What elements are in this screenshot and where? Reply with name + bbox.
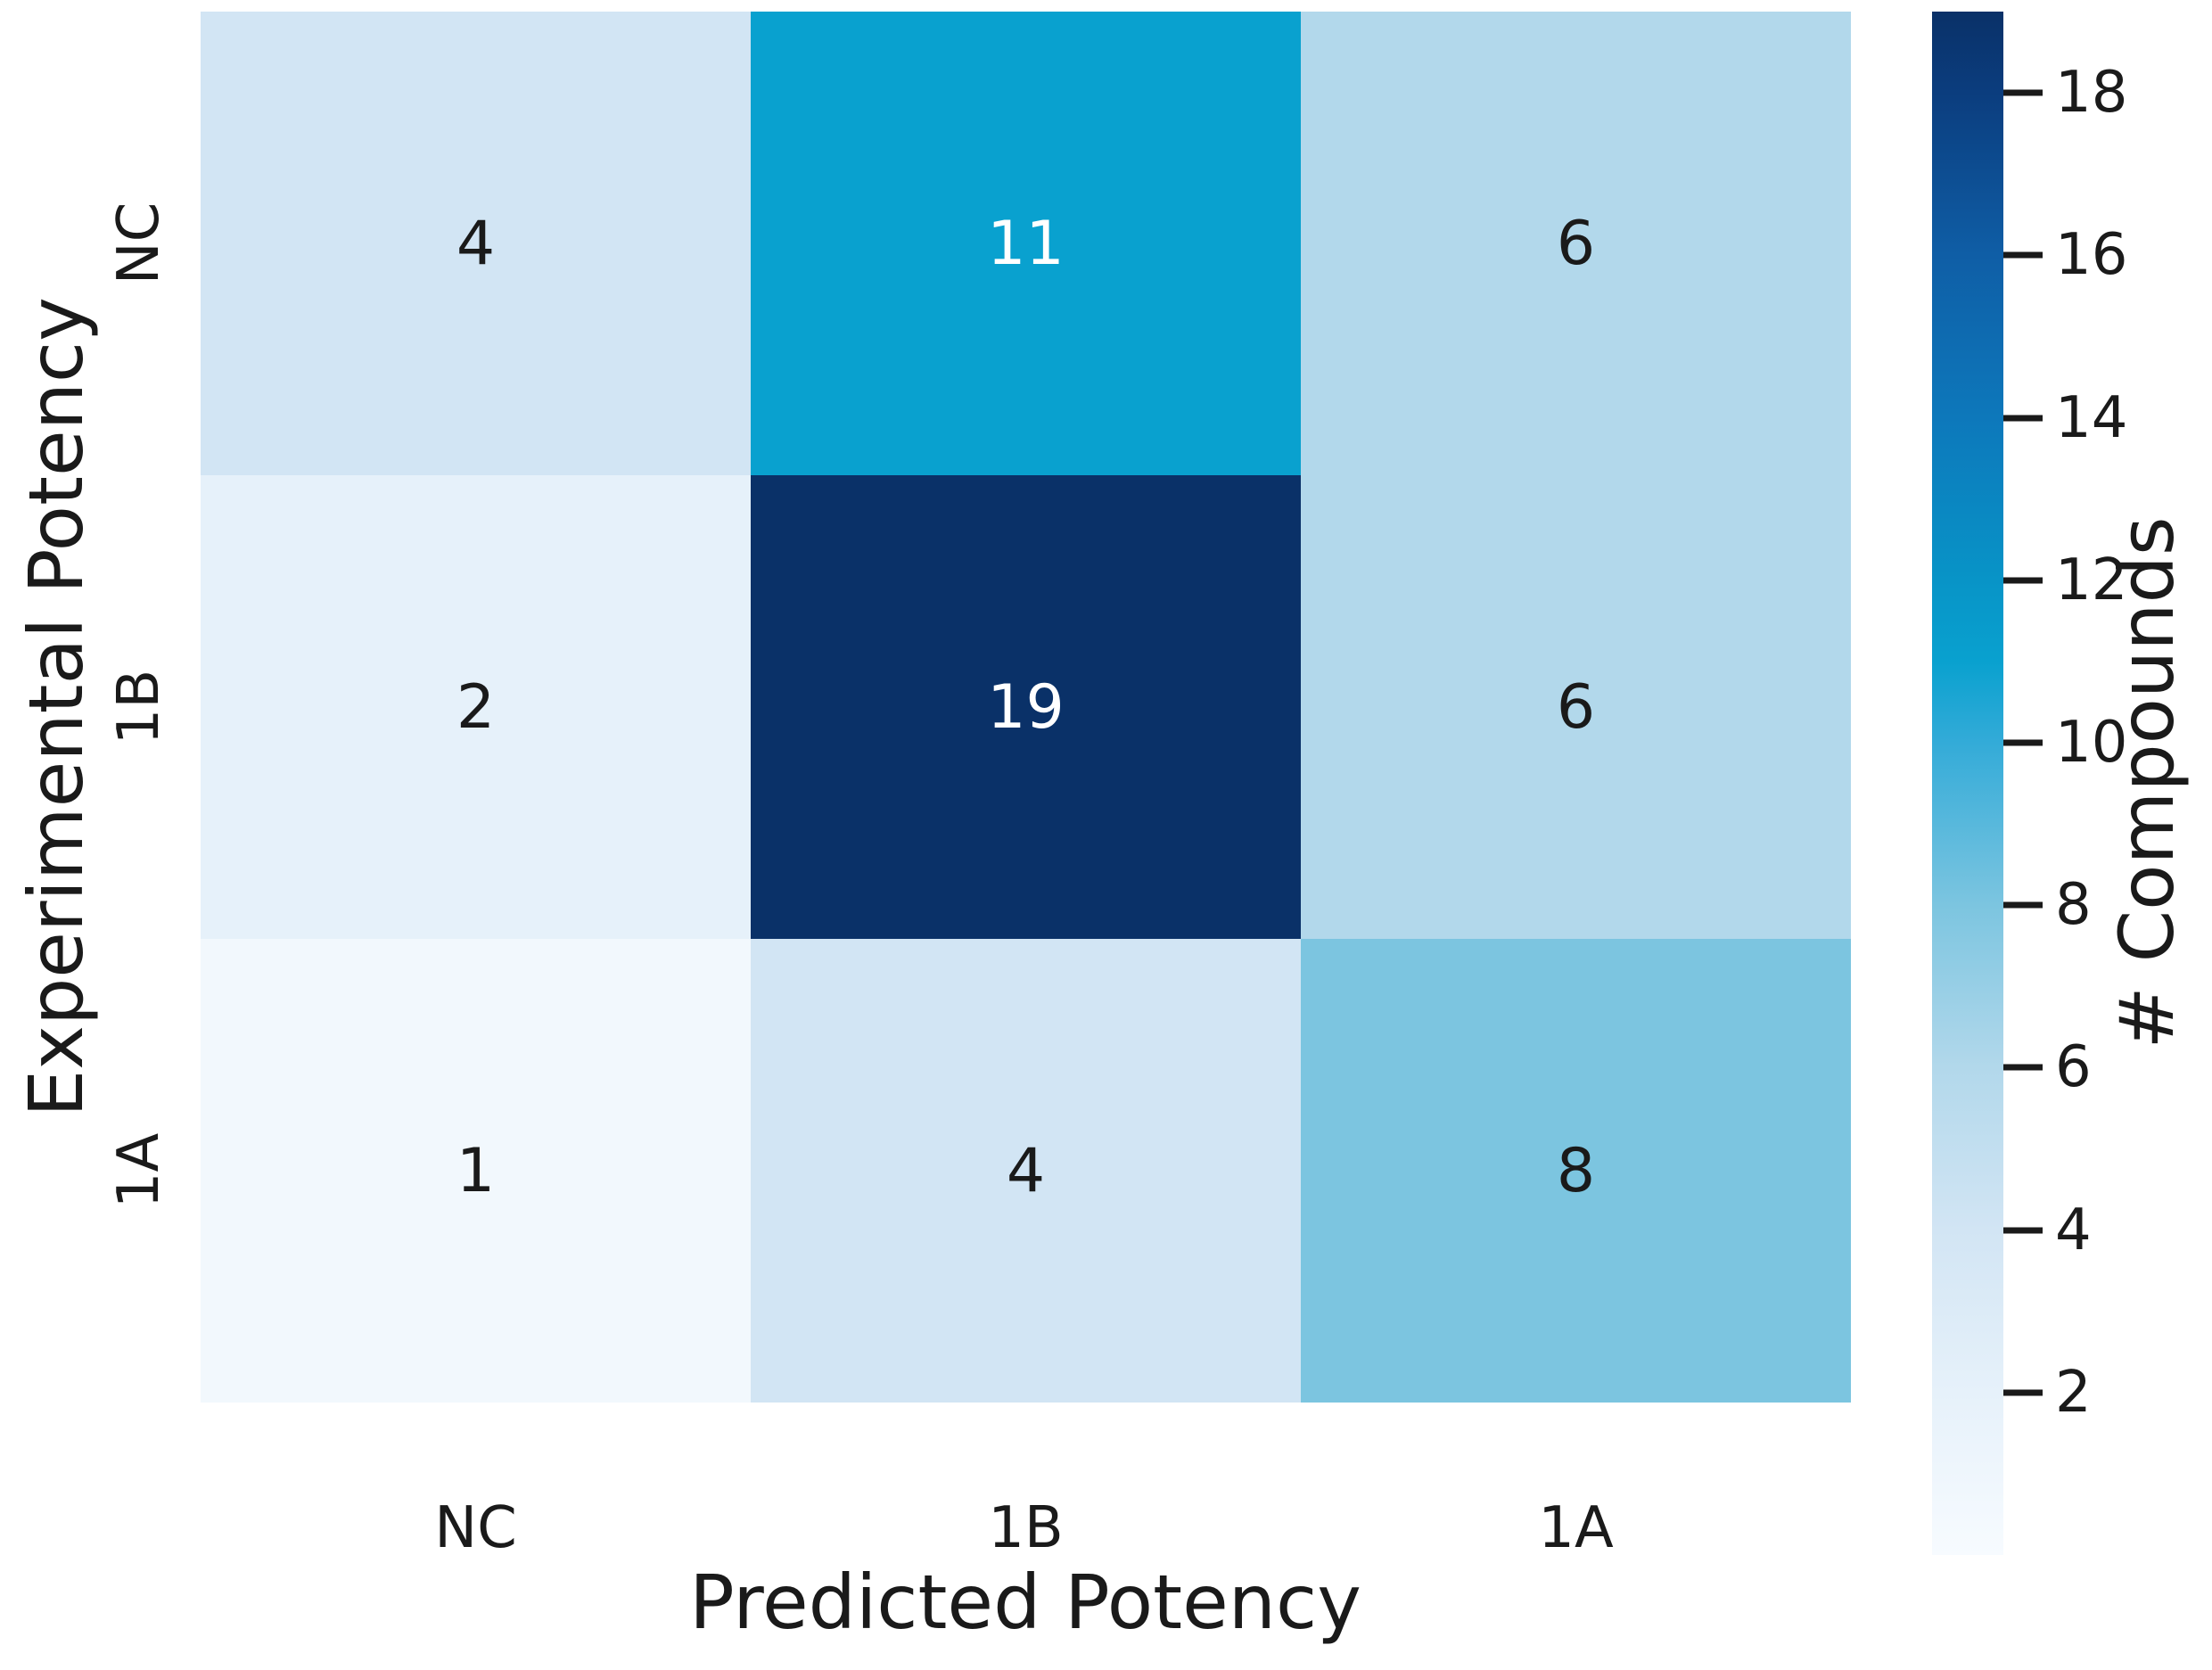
colorbar-tick-mark (2003, 577, 2043, 584)
y-tick-label: 1A (106, 1132, 172, 1209)
colorbar-tick-label: 8 (2055, 872, 2092, 939)
colorbar-tick-label: 4 (2055, 1197, 2092, 1263)
heatmap-cell: 6 (1301, 12, 1851, 475)
colorbar-tick-label: 2 (2055, 1359, 2092, 1426)
colorbar-tick-label: 16 (2055, 222, 2128, 289)
heatmap-cell: 6 (1301, 475, 1851, 939)
x-tick-label: 1B (988, 1495, 1064, 1561)
colorbar-tick-mark (2003, 739, 2043, 746)
colorbar-tick-mark (2003, 901, 2043, 909)
heatmap-cell: 11 (751, 12, 1301, 475)
heatmap-cell: 4 (751, 939, 1301, 1403)
colorbar-tick-mark (2003, 1064, 2043, 1071)
colorbar-label: # Compounds (2103, 516, 2191, 1049)
colorbar-tick-label: 18 (2055, 60, 2128, 127)
colorbar-tick-mark (2003, 251, 2043, 259)
colorbar-tick-mark (2003, 1227, 2043, 1234)
heatmap-grid: 4 11 6 2 19 6 1 4 8 (201, 12, 1851, 1403)
colorbar-tick-label: 12 (2055, 547, 2128, 613)
colorbar-gradient (1932, 12, 2003, 1555)
colorbar-tick-label: 10 (2055, 709, 2128, 776)
y-tick-label: 1B (106, 669, 172, 745)
x-tick-label: NC (434, 1495, 517, 1561)
colorbar-tick-mark (2003, 1389, 2043, 1396)
colorbar-tick-label: 14 (2055, 384, 2128, 451)
y-tick-label: NC (106, 202, 172, 285)
heatmap-cell: 8 (1301, 939, 1851, 1403)
heatmap-cell: 19 (751, 475, 1301, 939)
heatmap-cell: 2 (201, 475, 751, 939)
x-axis-title: Predicted Potency (689, 1559, 1361, 1646)
heatmap-cell: 4 (201, 12, 751, 475)
colorbar-tick-mark (2003, 89, 2043, 96)
y-axis-title: Experimental Potency (12, 297, 100, 1117)
colorbar-tick-mark (2003, 415, 2043, 422)
x-tick-label: 1A (1538, 1495, 1614, 1561)
heatmap-cell: 1 (201, 939, 751, 1403)
colorbar-tick-label: 6 (2055, 1034, 2092, 1101)
